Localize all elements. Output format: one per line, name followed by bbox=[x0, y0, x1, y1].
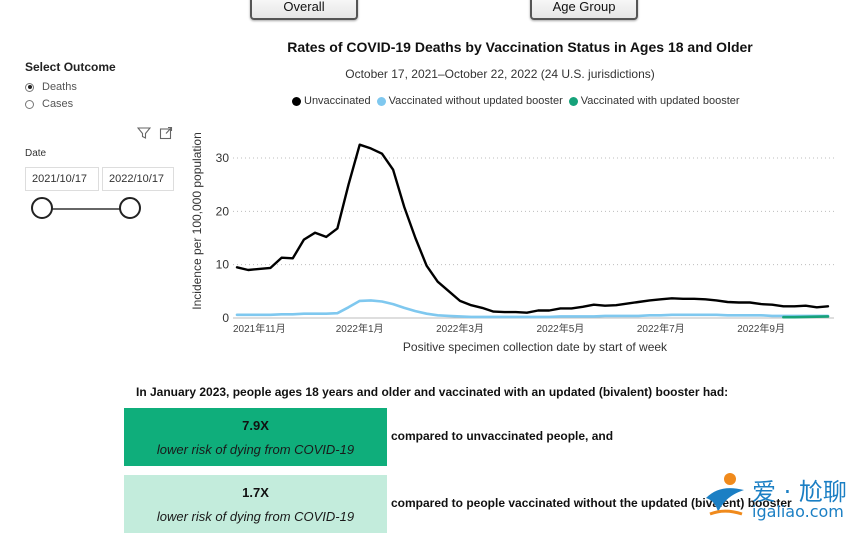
radio-cases-label: Cases bbox=[42, 98, 74, 110]
date-start-input[interactable]: 2021/10/17 bbox=[25, 167, 99, 191]
y-tick-label: 0 bbox=[222, 311, 229, 325]
tab-overall[interactable]: Overall bbox=[250, 0, 358, 20]
date-end-input[interactable]: 2022/10/17 bbox=[102, 167, 174, 191]
select-outcome-title: Select Outcome bbox=[25, 60, 116, 74]
stat-value: 1.7X bbox=[242, 485, 269, 500]
watermark-url: igaliao.com bbox=[752, 502, 844, 521]
stat-box-no-booster: 1.7X lower risk of dying from COVID-19 bbox=[124, 475, 387, 533]
x-tick-label: 2022年9月 bbox=[737, 322, 785, 335]
stat-box-unvaccinated: 7.9X lower risk of dying from COVID-19 bbox=[124, 408, 387, 466]
focus-mode-icon[interactable] bbox=[159, 126, 173, 140]
radio-deaths-label: Deaths bbox=[42, 81, 77, 93]
watermark-text: 爱 · 尬聊 bbox=[752, 478, 847, 506]
radio-deaths-indicator[interactable] bbox=[25, 82, 34, 92]
y-axis-ticks: 0 10 20 30 bbox=[216, 151, 230, 325]
x-tick-label: 2022年7月 bbox=[637, 322, 685, 335]
y-tick-label: 20 bbox=[216, 204, 230, 218]
legend-dot-unvaccinated bbox=[292, 96, 301, 106]
legend-item-with-booster[interactable]: Vaccinated with updated booster bbox=[568, 95, 740, 107]
y-axis-title: Incidence per 100,000 population bbox=[190, 132, 204, 309]
x-tick-label: 2022年1月 bbox=[336, 322, 384, 335]
stat-description: lower risk of dying from COVID-19 bbox=[156, 442, 355, 457]
date-slider-end-handle[interactable] bbox=[119, 197, 141, 219]
tab-age-group[interactable]: Age Group bbox=[530, 0, 638, 20]
date-label: Date bbox=[25, 148, 47, 159]
legend-item-no-booster[interactable]: Vaccinated without updated booster bbox=[376, 95, 563, 107]
y-tick-label: 30 bbox=[216, 151, 230, 165]
legend-label-unvaccinated: Unvaccinated bbox=[304, 95, 371, 107]
chart-gridlines bbox=[233, 157, 834, 319]
chart-title: Rates of COVID-19 Deaths by Vaccination … bbox=[287, 39, 753, 55]
series-line-with-booster[interactable] bbox=[782, 315, 830, 319]
stat-comparison: compared to people vaccinated without th… bbox=[391, 496, 792, 510]
legend-item-unvaccinated[interactable]: Unvaccinated bbox=[292, 95, 371, 107]
legend-dot-with-booster bbox=[568, 96, 578, 106]
stat-comparison: compared to unvaccinated people, and bbox=[391, 429, 614, 443]
date-slider-track[interactable] bbox=[42, 208, 130, 210]
y-tick-label: 10 bbox=[216, 258, 230, 272]
summary-heading: In January 2023, people ages 18 years an… bbox=[136, 385, 729, 399]
x-axis-ticks: 2021年11月 2022年1月 2022年3月 2022年5月 2022年7月 2022… bbox=[233, 322, 785, 335]
radio-cases-indicator[interactable] bbox=[25, 99, 34, 109]
watermark-logo-icon bbox=[706, 473, 744, 516]
date-slider-start-handle[interactable] bbox=[31, 197, 53, 219]
series-line-no-booster[interactable] bbox=[235, 299, 830, 319]
legend-label-with-booster: Vaccinated with updated booster bbox=[580, 95, 740, 107]
filter-icon[interactable] bbox=[137, 126, 151, 140]
x-tick-label: 2022年5月 bbox=[536, 322, 584, 335]
watermark: 爱 · 尬聊 igaliao.com bbox=[700, 470, 860, 522]
legend-dot-no-booster bbox=[376, 96, 386, 106]
x-axis-title: Positive specimen collection date by sta… bbox=[403, 340, 668, 354]
x-tick-label: 2021年11月 bbox=[233, 322, 286, 335]
radio-cases[interactable]: Cases bbox=[25, 98, 73, 110]
chart-legend: Unvaccinated Vaccinated without updated … bbox=[292, 95, 746, 107]
stat-value: 7.9X bbox=[242, 418, 269, 433]
series-line-unvaccinated[interactable] bbox=[235, 143, 830, 314]
stat-description: lower risk of dying from COVID-19 bbox=[156, 509, 355, 524]
chart-series bbox=[235, 143, 830, 319]
chart-subtitle: October 17, 2021–October 22, 2022 (24 U.… bbox=[345, 67, 655, 81]
radio-deaths[interactable]: Deaths bbox=[25, 81, 77, 93]
x-tick-label: 2022年3月 bbox=[436, 322, 484, 335]
legend-label-no-booster: Vaccinated without updated booster bbox=[388, 95, 563, 107]
